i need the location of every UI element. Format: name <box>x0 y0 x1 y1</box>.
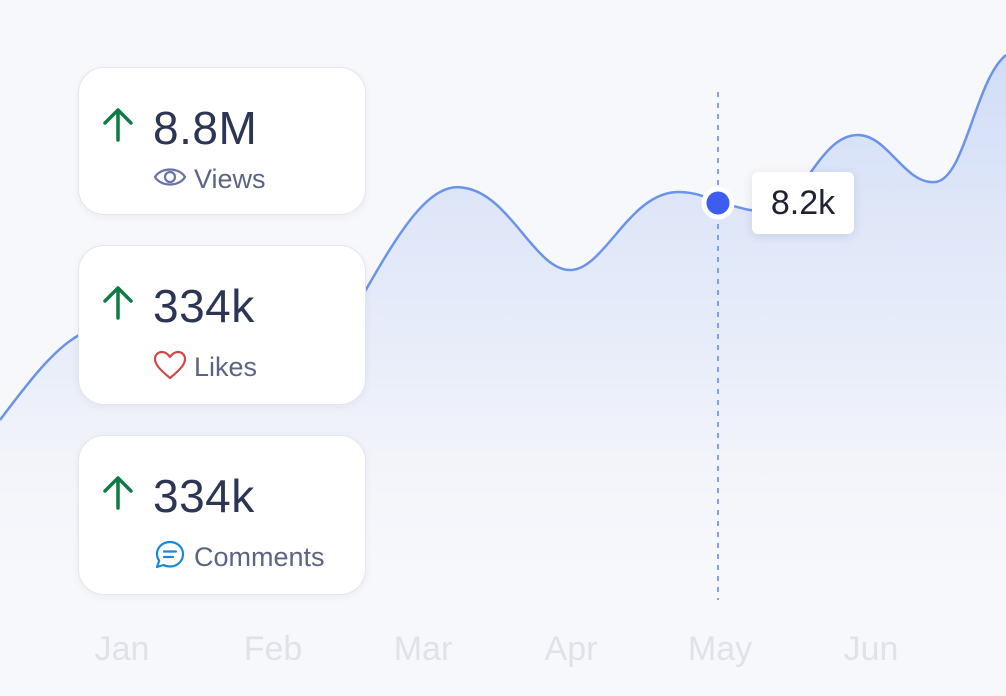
likes-label: Likes <box>194 352 258 382</box>
trend-up-icon <box>103 476 133 510</box>
views-label: Views <box>194 164 266 194</box>
x-tick-label: Jan <box>94 630 150 668</box>
x-tick-label: Jun <box>843 630 899 668</box>
x-tick-label: Apr <box>544 630 598 668</box>
heart-icon <box>153 350 187 380</box>
trend-up-icon <box>103 108 133 142</box>
x-tick-label: Feb <box>243 630 303 668</box>
comment-icon <box>155 540 185 569</box>
comments-value: 334k <box>153 470 255 522</box>
likes-card: 334k Likes <box>78 245 366 405</box>
x-tick-label: Mar <box>393 630 453 668</box>
highlight-marker[interactable] <box>701 186 735 220</box>
views-value: 8.8M <box>153 102 258 154</box>
value-tooltip: 8.2k <box>752 172 854 234</box>
comments-card: 334k Comments <box>78 435 366 595</box>
eye-icon <box>153 168 187 186</box>
likes-value: 334k <box>153 280 255 332</box>
x-tick-label: May <box>687 630 753 668</box>
views-card: 8.8M Views <box>78 67 366 215</box>
comments-label: Comments <box>194 542 325 572</box>
trend-up-icon <box>103 286 133 320</box>
